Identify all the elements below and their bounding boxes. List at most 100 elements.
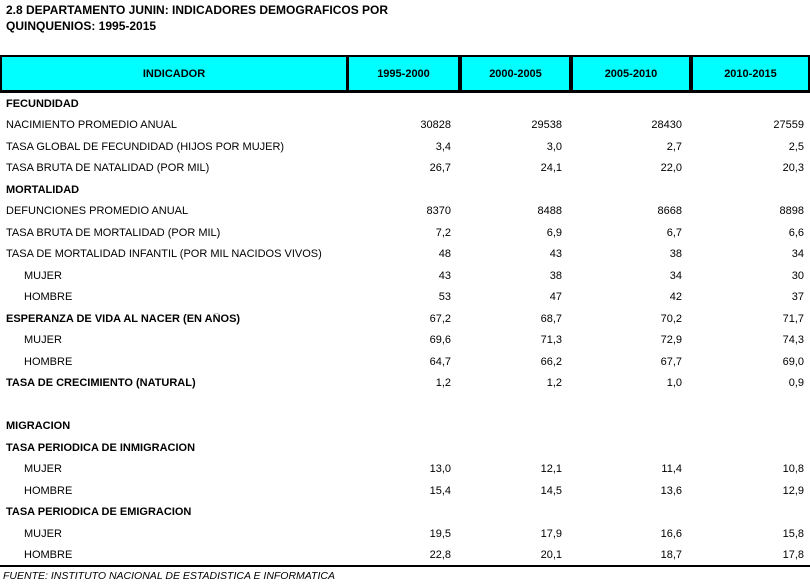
row-value: 12,1 [540, 463, 562, 476]
row-value: 14,5 [540, 484, 562, 497]
row-value: 3,0 [546, 140, 562, 153]
row-value: 6,7 [666, 226, 682, 239]
row-value: 22,0 [660, 162, 682, 175]
row-value: 70,2 [660, 312, 682, 325]
row-label: TASA DE CRECIMIENTO (NATURAL) [6, 377, 196, 390]
row-value: 29538 [531, 119, 562, 132]
table-row: MIGRACION [0, 416, 810, 438]
table-row: TASA DE MORTALIDAD INFANTIL (POR MIL NAC… [0, 244, 810, 266]
table-bottom-divider [0, 565, 810, 567]
row-label: TASA GLOBAL DE FECUNDIDAD (HIJOS POR MUJ… [6, 140, 285, 153]
page-title-line2: QUINQUENIOS: 1995-2015 [6, 19, 157, 33]
row-label: FECUNDIDAD [6, 97, 79, 110]
table-row: HOMBRE 22,8 20,1 18,7 17,8 [0, 545, 810, 567]
source-note: FUENTE: INSTITUTO NACIONAL DE ESTADISTIC… [3, 570, 335, 582]
row-value: 37 [791, 291, 804, 304]
row-label: NACIMIENTO PROMEDIO ANUAL [6, 119, 177, 132]
row-value: 24,1 [540, 162, 562, 175]
row-value: 8668 [657, 205, 682, 218]
column-header-2000-2005: 2000-2005 [458, 57, 569, 90]
row-value: 6,6 [788, 226, 804, 239]
row-value: 20,1 [540, 549, 562, 562]
row-value: 2,5 [788, 140, 804, 153]
row-value: 53 [438, 291, 451, 304]
row-value: 15,4 [429, 484, 451, 497]
row-label: MUJER [24, 527, 62, 540]
row-value: 48 [438, 248, 451, 261]
row-label: DEFUNCIONES PROMEDIO ANUAL [6, 205, 189, 218]
table-row: MUJER 69,6 71,3 72,9 74,3 [0, 330, 810, 352]
row-value: 38 [549, 269, 562, 282]
row-value: 71,3 [540, 334, 562, 347]
row-label: TASA PERIODICA DE INMIGRACION [6, 441, 196, 454]
row-label: HOMBRE [24, 484, 73, 497]
row-value: 34 [669, 269, 682, 282]
row-label: TASA DE MORTALIDAD INFANTIL (POR MIL NAC… [6, 248, 322, 261]
row-value: 26,7 [429, 162, 451, 175]
row-value: 67,2 [429, 312, 451, 325]
row-value: 69,6 [429, 334, 451, 347]
table-row [0, 394, 810, 416]
row-value: 17,9 [540, 527, 562, 540]
row-label: ESPERANZA DE VIDA AL NACER (EN AÑOS) [6, 312, 241, 325]
row-value: 8488 [537, 205, 562, 218]
table-row: MUJER 43 38 34 30 [0, 265, 810, 287]
row-value: 8898 [779, 205, 804, 218]
row-value: 38 [669, 248, 682, 261]
table-row: ESPERANZA DE VIDA AL NACER (EN AÑOS) 67,2… [0, 308, 810, 330]
row-label: TASA BRUTA DE MORTALIDAD (POR MIL) [6, 226, 221, 239]
page-title-line1: 2.8 DEPARTAMENTO JUNIN: INDICADORES DEMO… [6, 3, 389, 17]
row-value: 8370 [426, 205, 451, 218]
row-value: 34 [791, 248, 804, 261]
row-label: HOMBRE [24, 355, 73, 368]
row-value: 3,4 [435, 140, 451, 153]
table-row: TASA BRUTA DE MORTALIDAD (POR MIL) 7,2 6,9… [0, 222, 810, 244]
row-value: 71,7 [782, 312, 804, 325]
row-label: MUJER [24, 463, 62, 476]
row-value: 30 [791, 269, 804, 282]
table-row: FECUNDIDAD [0, 93, 810, 115]
table-row: MORTALIDAD [0, 179, 810, 201]
row-value: 10,8 [782, 463, 804, 476]
row-value: 19,5 [429, 527, 451, 540]
row-label: MUJER [24, 269, 62, 282]
table-row: TASA DE CRECIMIENTO (NATURAL) 1,2 1,2 1,0 0,… [0, 373, 810, 395]
row-value: 7,2 [435, 226, 451, 239]
table-row: DEFUNCIONES PROMEDIO ANUAL 8370 8488 8668 88… [0, 201, 810, 223]
row-value: 12,9 [782, 484, 804, 497]
table-row: NACIMIENTO PROMEDIO ANUAL 30828 29538 28430… [0, 115, 810, 137]
row-value: 28430 [651, 119, 682, 132]
row-value: 6,9 [546, 226, 562, 239]
table-body: FECUNDIDAD NACIMIENTO PROMEDIO ANUAL 30828… [0, 93, 810, 566]
column-header-indicador: INDICADOR [142, 67, 206, 80]
column-header-2005-2010: 2005-2010 [569, 57, 689, 90]
row-value: 0,9 [788, 377, 804, 390]
row-value: 11,4 [661, 463, 682, 476]
row-label: TASA PERIODICA DE EMIGRACION [6, 506, 192, 519]
row-label: MIGRACION [6, 420, 71, 433]
row-value: 69,0 [782, 355, 804, 368]
row-value: 17,8 [782, 549, 804, 562]
row-value: 67,7 [660, 355, 682, 368]
table-row: HOMBRE 64,7 66,2 67,7 69,0 [0, 351, 810, 373]
row-label: MORTALIDAD [6, 183, 80, 196]
table-header-row: INDICADOR 1995-2000 2000-2005 2005-2010 … [0, 55, 810, 93]
row-value: 30828 [420, 119, 451, 132]
row-value: 2,7 [666, 140, 682, 153]
table-row: MUJER 13,0 12,1 11,4 10,8 [0, 459, 810, 481]
row-value: 1,2 [435, 377, 451, 390]
table-row: HOMBRE 53 47 42 37 [0, 287, 810, 309]
row-value: 43 [438, 269, 451, 282]
row-value: 18,7 [660, 549, 682, 562]
row-label: HOMBRE [24, 291, 73, 304]
row-value: 20,3 [782, 162, 804, 175]
table-row: MUJER 19,5 17,9 16,6 15,8 [0, 523, 810, 545]
row-value: 42 [669, 291, 682, 304]
row-value: 66,2 [540, 355, 562, 368]
row-value: 74,3 [782, 334, 804, 347]
table-row: TASA PERIODICA DE INMIGRACION [0, 437, 810, 459]
row-value: 1,0 [666, 377, 682, 390]
column-header-2010-2015: 2010-2015 [689, 57, 808, 90]
row-value: 15,8 [782, 527, 804, 540]
